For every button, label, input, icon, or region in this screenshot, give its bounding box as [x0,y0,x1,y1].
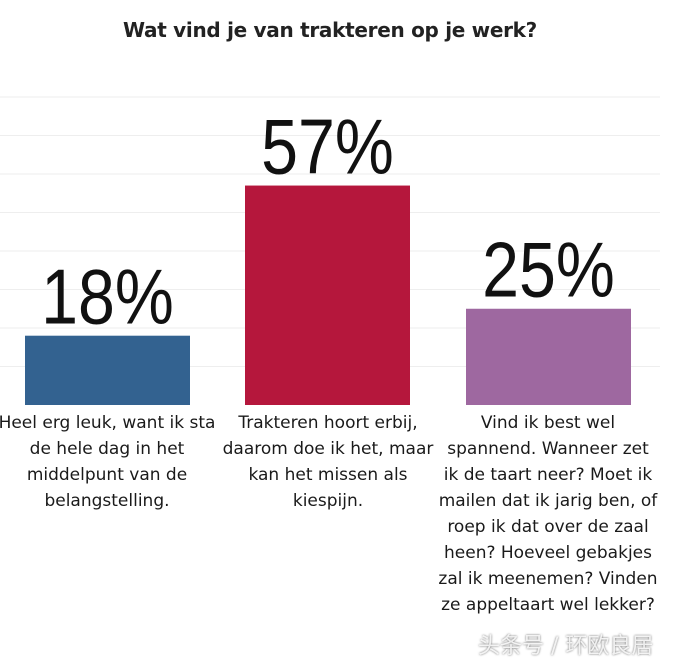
category-label-1: Heel erg leuk, want ik sta de hele dag i… [0,413,216,511]
watermark: 头条号 / 环欧良居 [478,634,654,659]
bar-1 [25,335,190,405]
data-label-2: 57% [261,104,394,191]
data-label-1: 18% [41,254,174,341]
category-label-3: Vind ik best wel spannend. Wanneer zet i… [438,413,658,615]
chart-title: Wat vind je van trakteren op je werk? [123,18,537,42]
bar-3 [466,308,631,405]
category-label-2: Trakteren hoort erbij, daarom doe ik het… [222,413,434,511]
data-label-3: 25% [482,227,615,314]
bar-2 [245,185,410,405]
